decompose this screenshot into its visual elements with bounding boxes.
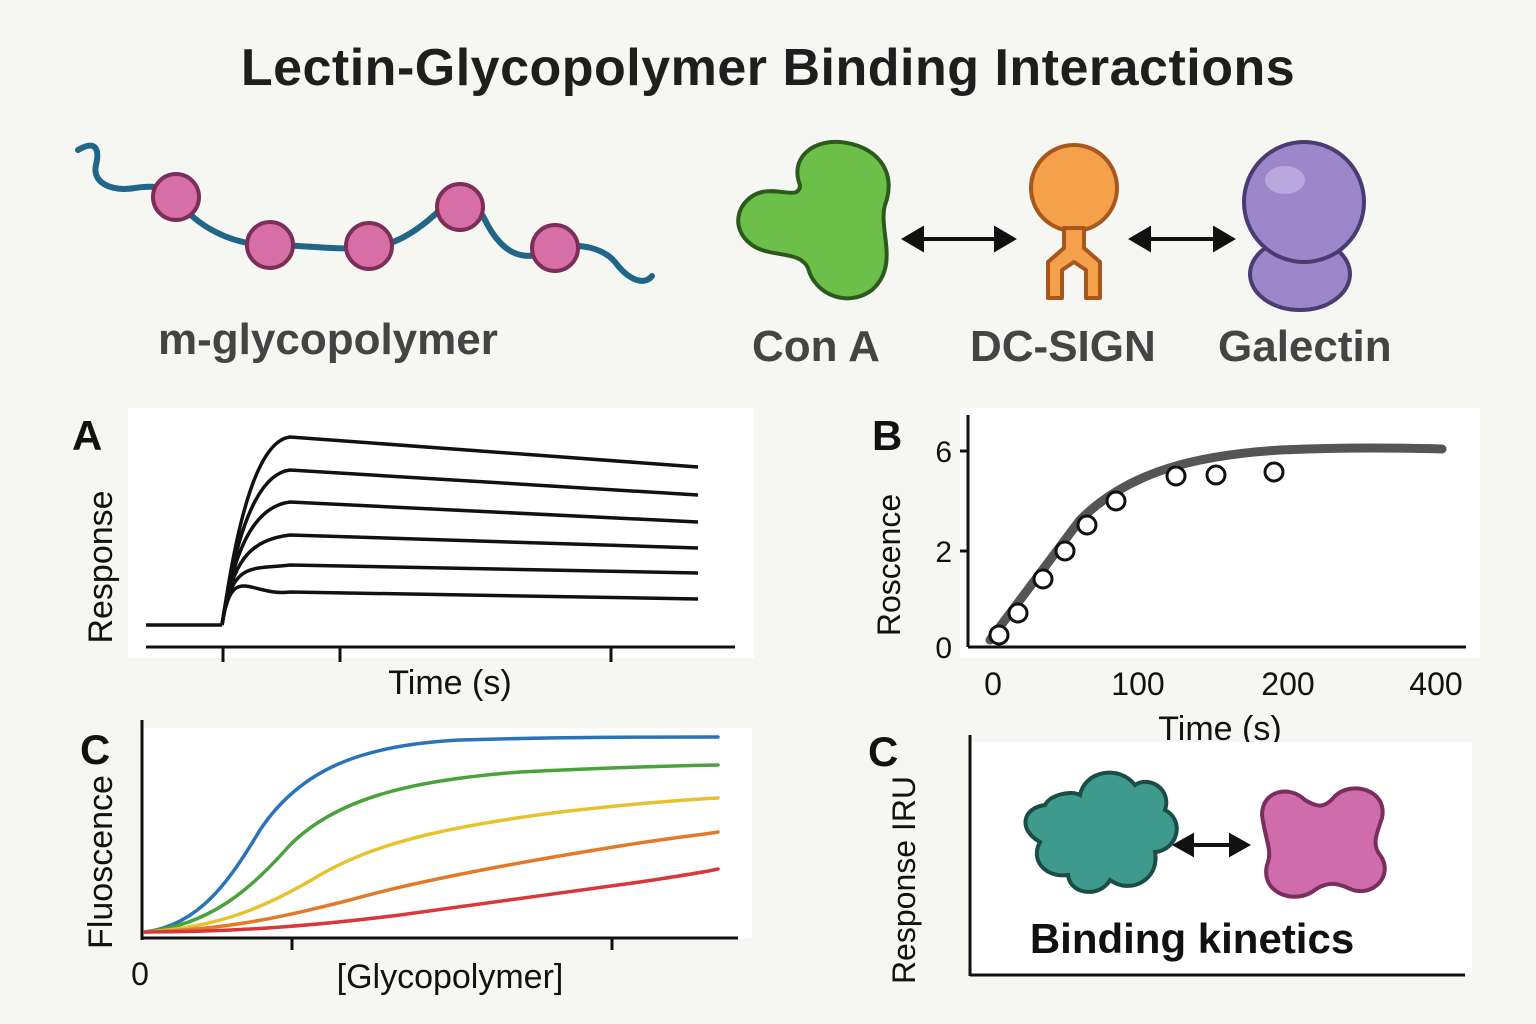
panel-c-background [140, 728, 752, 938]
dc-sign-label: DC-SIGN [970, 322, 1156, 371]
panel-b-points [988, 461, 1285, 646]
sensorgram-curve [220, 584, 699, 626]
data-point [1205, 464, 1227, 486]
data-point [1105, 490, 1127, 512]
sugar-bead [530, 223, 580, 273]
dc-sign-protein [1029, 143, 1119, 300]
panel-b-letter: B [872, 412, 902, 459]
panel-b-xtick-label: 400 [1409, 666, 1462, 702]
data-point [988, 624, 1010, 646]
data-point [1165, 465, 1187, 487]
panel-a-letter: A [72, 412, 102, 459]
panel-c-letter: C [80, 726, 110, 773]
panel-b-xtick-label: 0 [984, 666, 1002, 702]
galectin-protein [1242, 140, 1366, 312]
panel-d-ylabel: Response IRU [886, 776, 922, 984]
con-a-protein [736, 139, 891, 301]
double-arrow [1128, 225, 1236, 253]
curve-red [143, 867, 720, 934]
curve-blue [143, 735, 720, 934]
polymer-label: m-glycopolymer [158, 315, 498, 364]
panel-d-letter: C [868, 728, 898, 775]
panel-b-ylabel: Roscence [871, 494, 907, 636]
panel-b-xtick-label: 100 [1111, 666, 1164, 702]
panel-d-caption: Binding kinetics [1030, 915, 1354, 962]
double-arrow [901, 225, 1017, 253]
sugar-bead [245, 220, 295, 270]
panel-c-ylabel: Fluoscence [82, 775, 120, 949]
panel-a-ylabel: Response [82, 490, 120, 643]
panel-b-xlabel: Time (s) [1158, 710, 1281, 748]
pink-protein [1259, 786, 1387, 899]
panel-b-y-ticks [960, 449, 968, 553]
panel-b-ytick-label: 0 [935, 632, 952, 665]
panel-b-ytick-label: 2 [935, 536, 952, 569]
figure-title: Lectin-Glycopolymer Binding Interactions [240, 39, 1296, 97]
sugar-bead [435, 182, 485, 232]
double-arrow [1171, 832, 1252, 858]
panel-b-ytick-label: 6 [935, 436, 952, 469]
curve-orange [143, 830, 720, 934]
data-point [1007, 602, 1029, 624]
teal-protein [1023, 770, 1179, 894]
curve-yellow [143, 796, 720, 934]
data-point [1054, 540, 1076, 562]
panel-b-xtick-label: 200 [1261, 666, 1314, 702]
sugar-beads [151, 172, 580, 273]
panel-a-sensorgrams [146, 435, 699, 627]
top-illustration [75, 139, 1366, 312]
con-a-label: Con A [752, 322, 880, 371]
curve-green [143, 763, 720, 934]
panel-c-x0-label: 0 [131, 956, 149, 992]
sugar-bead [151, 172, 201, 222]
panel-c-xlabel: [Glycopolymer] [337, 958, 564, 996]
data-point [1032, 568, 1054, 590]
galectin-label: Galectin [1218, 322, 1392, 371]
panel-a-xlabel: Time (s) [388, 664, 511, 702]
sugar-bead [344, 221, 394, 271]
panel-c-curves [143, 735, 720, 934]
data-point [1263, 461, 1285, 483]
data-point [1076, 514, 1098, 536]
